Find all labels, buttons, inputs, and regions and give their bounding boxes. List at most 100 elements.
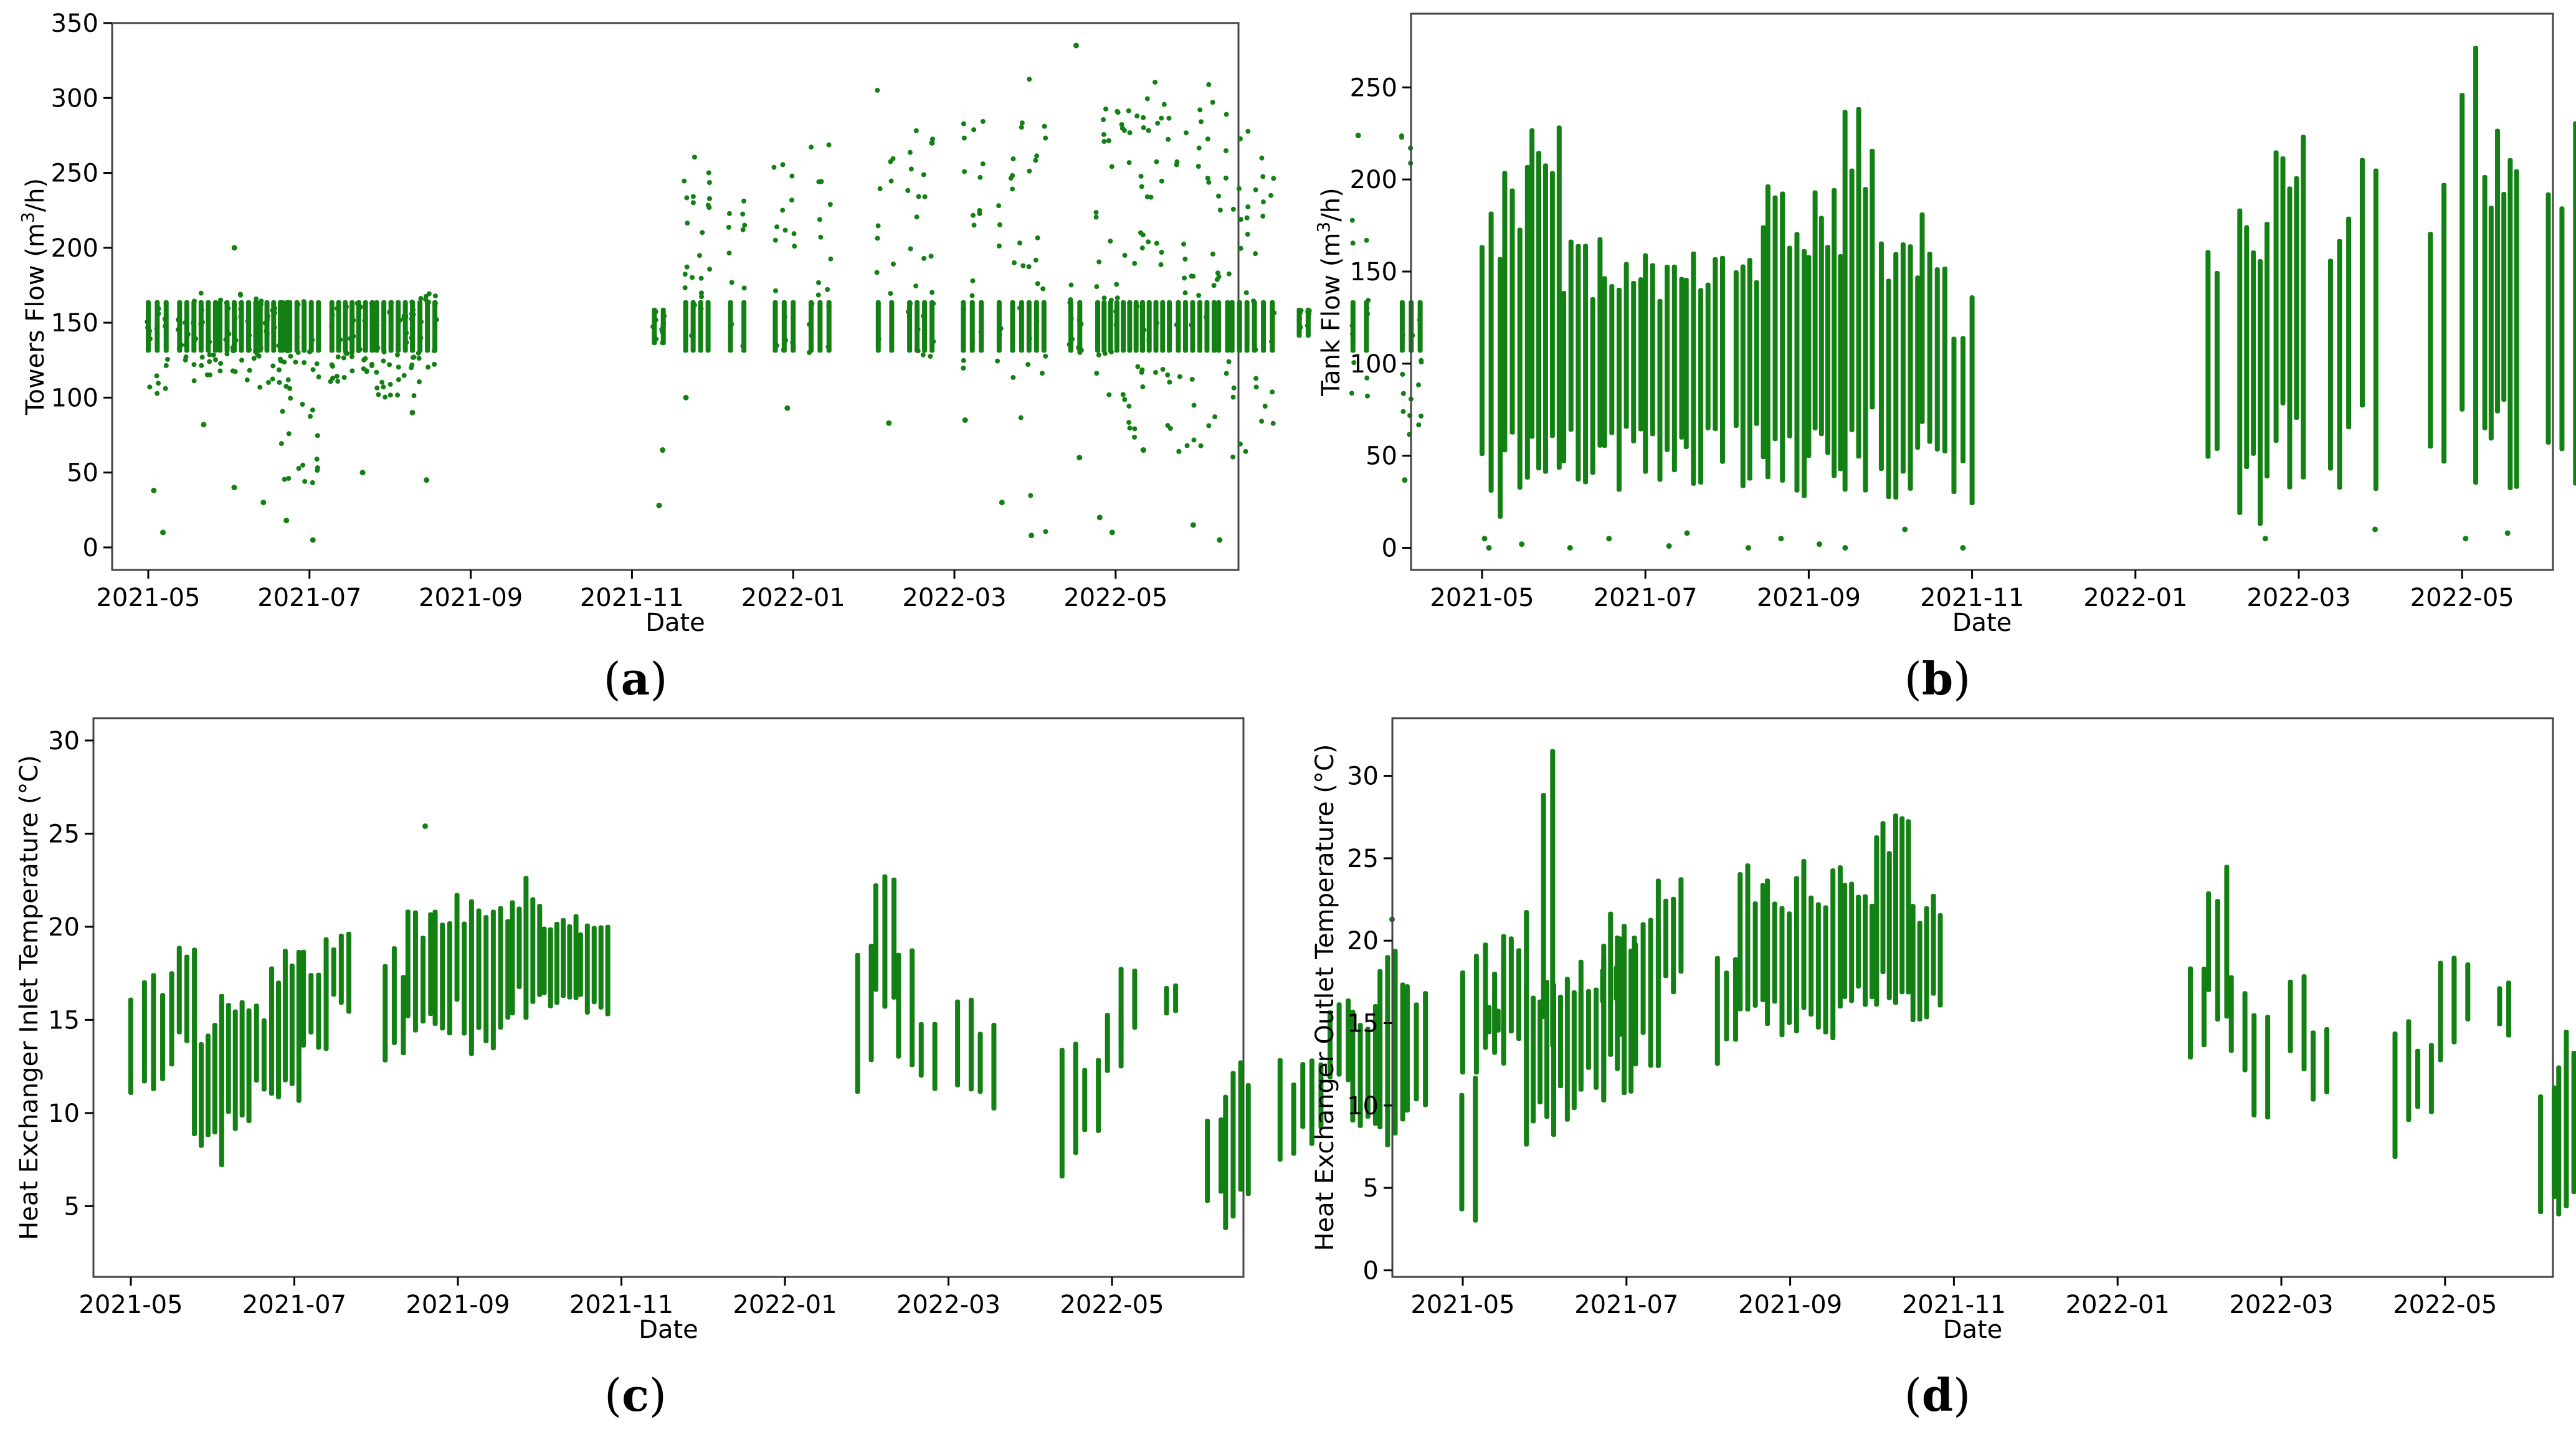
point [650,324,656,330]
point-band [454,893,460,1002]
point-band [1747,258,1752,481]
y-tick-label-a: 150 [51,309,98,338]
point [1135,364,1141,369]
point [396,364,401,370]
point-band [817,300,823,353]
point [300,402,305,407]
x-tick-label-a: 2021-09 [419,584,523,612]
point [1025,362,1031,367]
point-band [2501,191,2507,402]
point [163,323,168,329]
point-band [882,874,888,1009]
point [154,373,159,379]
x-tick-label-b: 2022-03 [2246,584,2350,612]
outlier-point [1666,543,1672,549]
x-tick-label-d: 2022-03 [2229,1291,2333,1319]
point [239,358,245,363]
point-band [296,949,302,1103]
point [1122,397,1128,402]
point-band [1509,188,1515,435]
point-band [1765,878,1770,1027]
point-band [932,1022,938,1091]
point-band [690,300,696,353]
point [962,169,967,174]
point-band [1583,244,1589,485]
point [178,342,184,348]
point-band [462,921,467,1036]
point [1243,290,1249,295]
point-band [1034,300,1039,353]
point [1146,336,1152,342]
point [374,369,379,375]
point-band [217,300,223,353]
point [1165,372,1171,377]
point [1127,130,1133,136]
outlier-point [1684,530,1690,536]
point-band [1802,249,1807,498]
y-tick-label-d: 10 [1347,1092,1379,1121]
point [1212,414,1218,420]
point [1212,331,1217,337]
y-tick-label-d: 25 [1347,845,1379,873]
point-band [1665,265,1670,452]
point [782,314,787,320]
point-band [2265,222,2270,479]
point [807,321,812,327]
point-band [2441,183,2447,464]
point-band [1679,277,1685,440]
point [1364,393,1370,399]
point [264,328,269,334]
point-band [1516,948,1522,1041]
point [361,357,367,363]
point-band [1244,300,1250,353]
point-band [2324,1027,2329,1094]
point [369,363,374,369]
point-band [1597,237,1603,448]
x-tick-label-c: 2022-05 [1060,1291,1164,1319]
point [921,313,926,319]
point-band [1622,924,1627,1096]
point-band [1812,190,1818,431]
point [396,377,401,382]
point-band [1806,255,1812,458]
point-band [2460,93,2465,412]
point [1132,434,1138,440]
point [356,312,362,318]
point [1196,145,1202,151]
caption-d: (d) [1904,1368,1971,1421]
x-tick-label-b: 2021-07 [1594,584,1698,612]
point-band [1931,893,1936,996]
point [660,340,665,346]
point-band [1906,819,1911,995]
point-band [428,912,434,1017]
point-band [573,914,579,1000]
point [1349,323,1355,328]
point [1096,352,1101,358]
point-band [2465,962,2471,1022]
point [280,339,285,345]
point [224,351,230,357]
point [980,161,986,167]
outlier-point [660,447,666,453]
point [827,202,833,207]
point [1070,336,1075,342]
point [1215,339,1220,345]
point-band [2214,270,2220,452]
point [147,384,153,390]
outlier-point [1960,545,1966,551]
point [387,392,393,398]
point [1415,382,1421,387]
point-band [1160,300,1166,353]
point [772,288,778,293]
y-tick-label-b: 50 [1366,442,1397,471]
point [913,128,919,133]
point [431,348,437,354]
point [1416,422,1422,428]
point [301,299,307,305]
point [1400,371,1405,377]
outlier-point [1902,526,1908,533]
point [145,325,151,330]
point [774,224,780,230]
point [410,354,416,360]
point-band [918,1022,924,1078]
